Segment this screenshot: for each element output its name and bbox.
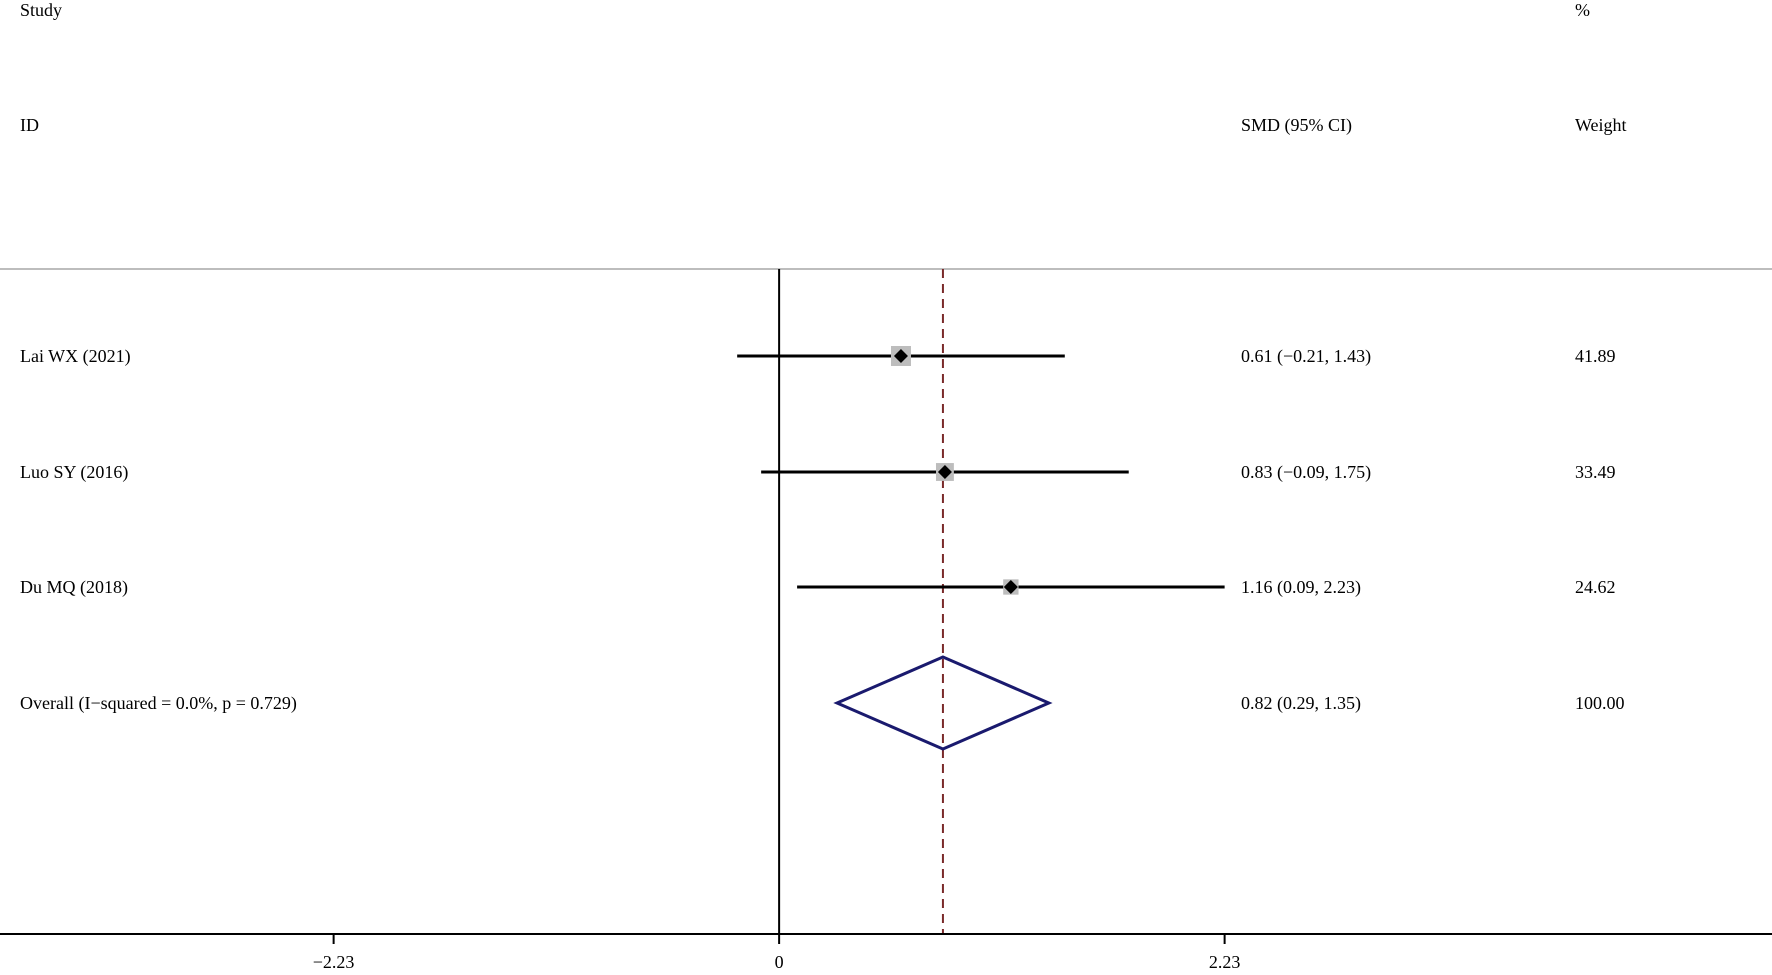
study-point-estimate: [937, 465, 952, 479]
header-weight: Weight: [1575, 115, 1627, 135]
header-estimate: SMD (95% CI): [1241, 115, 1352, 136]
x-tick-label: −2.23: [313, 952, 355, 972]
study-point-estimate: [1003, 580, 1018, 594]
study-ci-text: 0.83 (−0.09, 1.75): [1241, 462, 1371, 483]
study-label: Du MQ (2018): [20, 577, 128, 598]
study-weight-text: 41.89: [1575, 346, 1616, 366]
study-point-estimate: [893, 349, 908, 363]
overall-label: Overall (I−squared = 0.0%, p = 0.729): [20, 693, 297, 714]
study-weight-text: 33.49: [1575, 462, 1616, 482]
study-label: Lai WX (2021): [20, 346, 131, 367]
study-label: Luo SY (2016): [20, 462, 128, 483]
study-ci-text: 1.16 (0.09, 2.23): [1241, 577, 1361, 598]
overall-ci-text: 0.82 (0.29, 1.35): [1241, 693, 1361, 714]
x-tick-label: 0: [775, 952, 784, 972]
study-ci-text: 0.61 (−0.21, 1.43): [1241, 346, 1371, 367]
x-tick-label: 2.23: [1209, 952, 1241, 972]
header-weight-pct: %: [1575, 0, 1590, 20]
overall-weight-text: 100.00: [1575, 693, 1625, 713]
header-id: ID: [20, 115, 39, 135]
header-study: Study: [20, 0, 62, 20]
study-weight-text: 24.62: [1575, 577, 1616, 597]
overall-diamond: [833, 655, 1053, 751]
